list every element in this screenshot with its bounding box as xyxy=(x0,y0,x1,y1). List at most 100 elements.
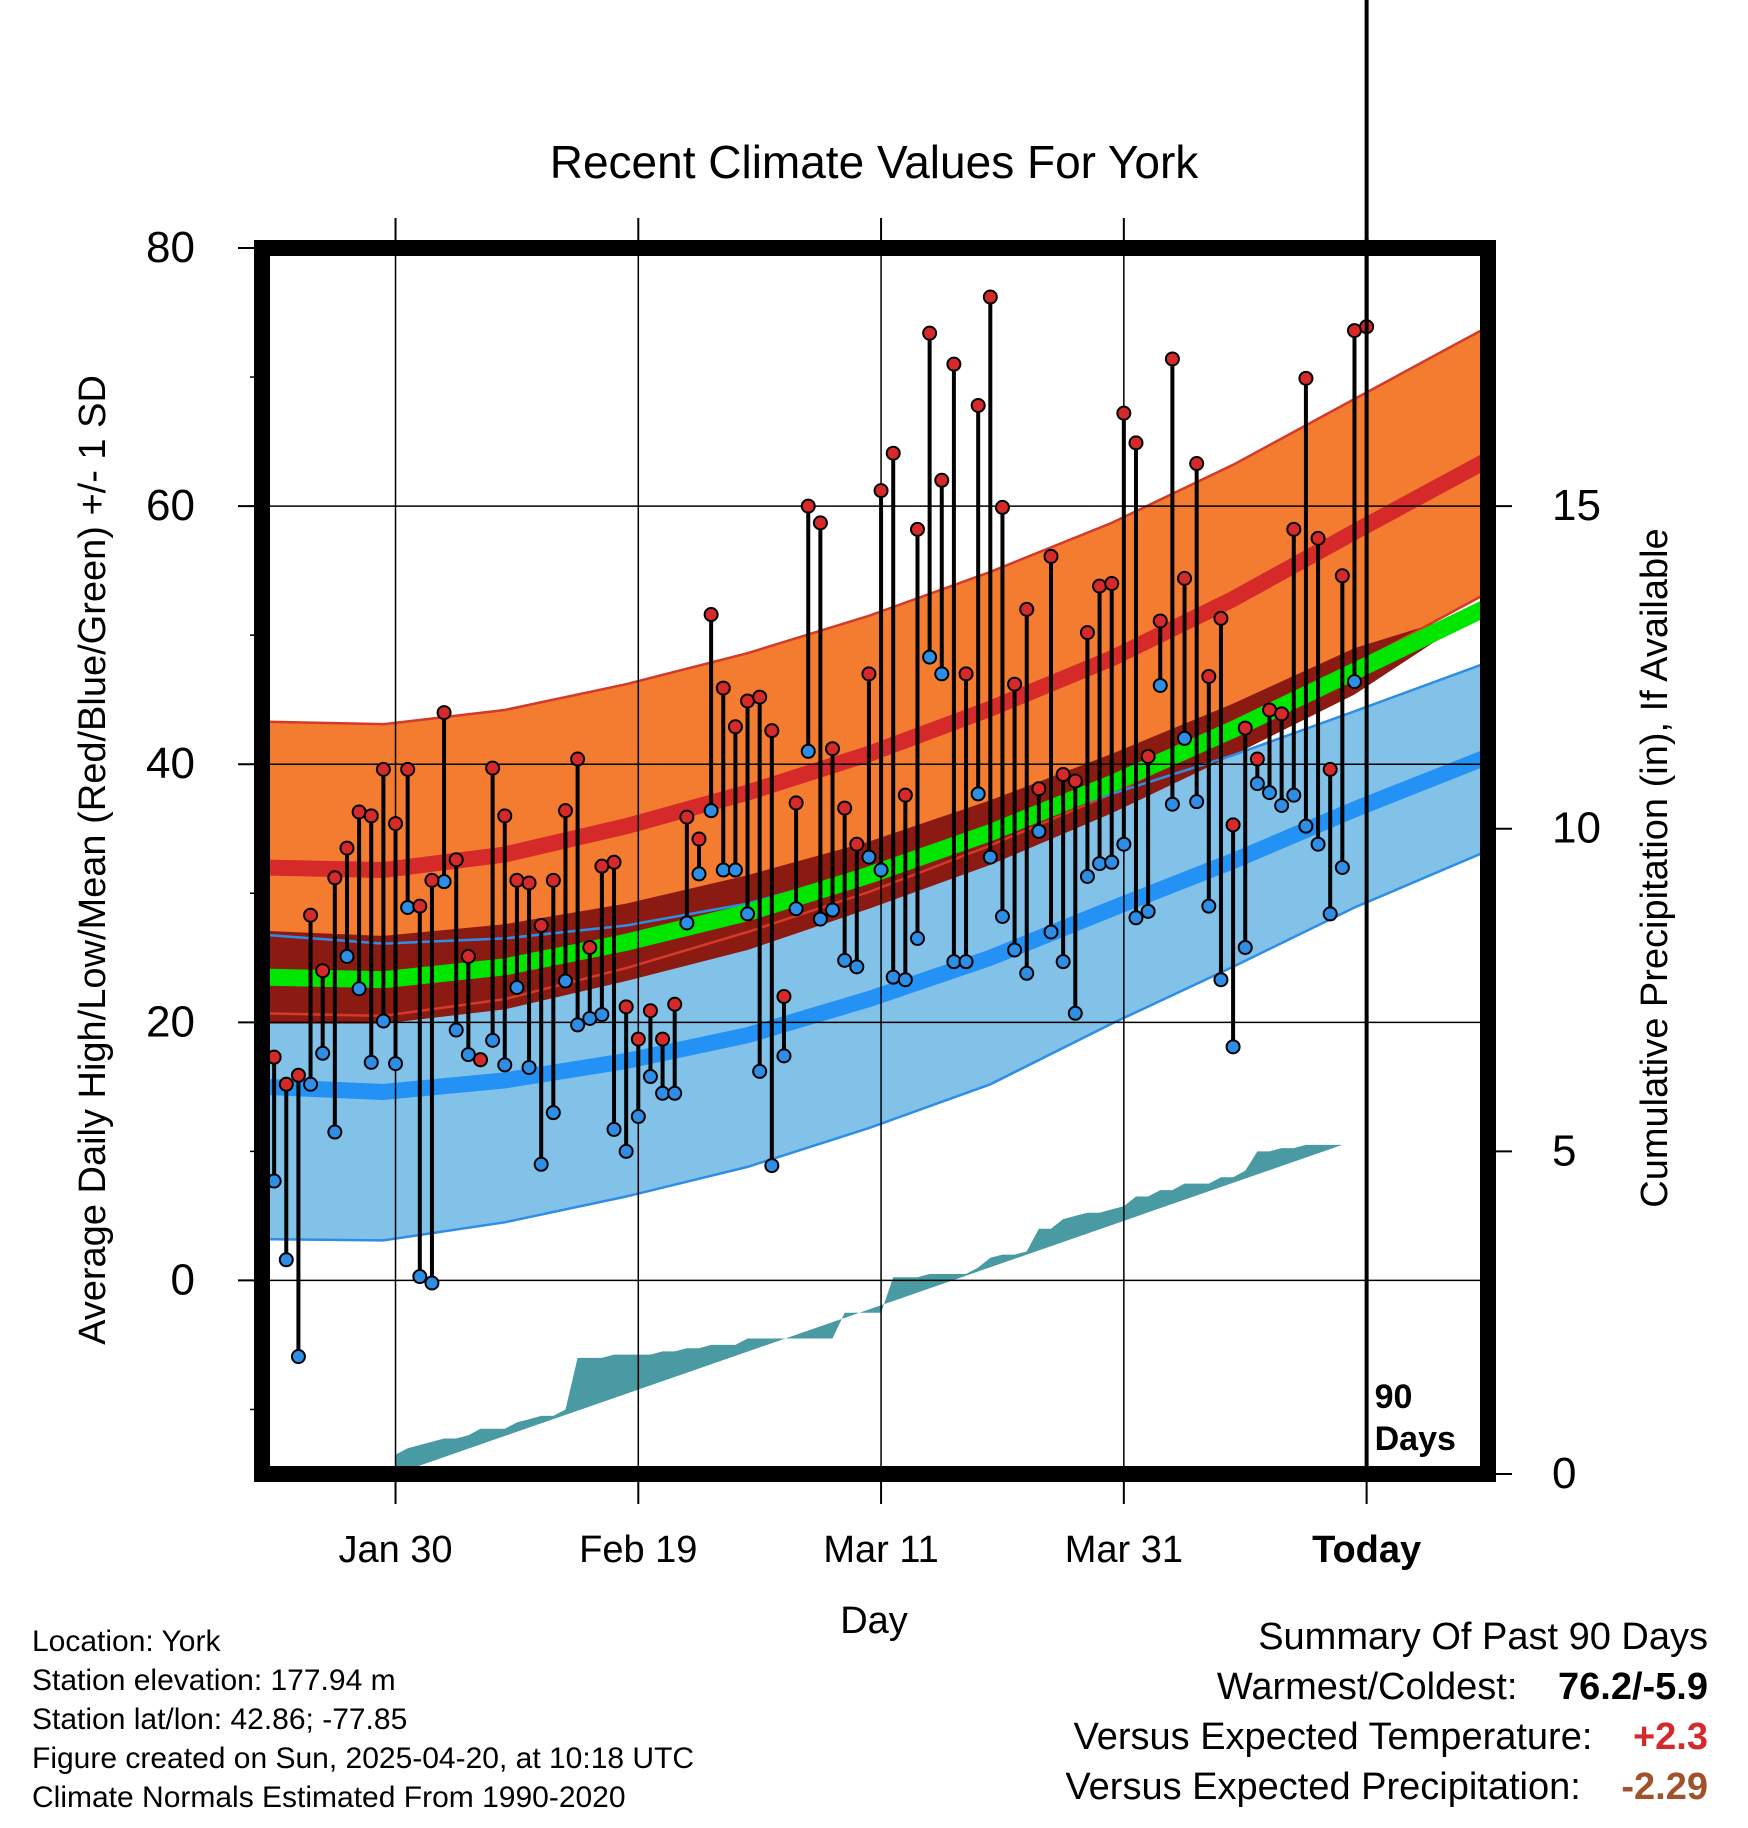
daily-low-point xyxy=(1310,836,1326,852)
daily-high-point xyxy=(497,808,513,824)
daily-low-point xyxy=(570,1017,586,1033)
daily-high-point xyxy=(1249,751,1265,767)
daily-low-point xyxy=(1189,794,1205,810)
daily-high-point xyxy=(1237,720,1253,736)
daily-low-point xyxy=(922,649,938,665)
daily-high-point xyxy=(897,787,913,803)
daily-low-point xyxy=(1116,836,1132,852)
daily-low-point xyxy=(618,1143,634,1159)
daily-high-point xyxy=(351,804,367,820)
daily-high-point xyxy=(400,761,416,777)
daily-high-point xyxy=(1213,610,1229,626)
daily-high-point xyxy=(1067,773,1083,789)
daily-high-point xyxy=(509,872,525,888)
precip-value: -2.29 xyxy=(1621,1766,1708,1808)
daily-low-point xyxy=(1019,965,1035,981)
daily-low-point xyxy=(1286,787,1302,803)
x-tick-label: Mar 31 xyxy=(1065,1529,1183,1571)
daily-high-point xyxy=(727,719,743,735)
mean-sd-band xyxy=(262,606,1488,1024)
daily-high-point xyxy=(1322,761,1338,777)
daily-high-point xyxy=(740,693,756,709)
summary-warmest-row: Warmest/Coldest: 76.2/-5.9 xyxy=(1065,1662,1708,1712)
today-days-label-line2: Days xyxy=(1375,1420,1456,1458)
daily-low-point xyxy=(1079,868,1095,884)
x-tick-label: Today xyxy=(1312,1529,1421,1571)
daily-low-point xyxy=(982,849,998,865)
y-tick-label: 0 xyxy=(171,1255,195,1304)
daily-high-point xyxy=(315,963,331,979)
daily-high-point xyxy=(303,907,319,923)
y-tick-label: 80 xyxy=(146,223,195,272)
daily-high-point xyxy=(667,996,683,1012)
x-axis-label: Day xyxy=(840,1600,908,1642)
daily-high-point xyxy=(1225,817,1241,833)
daily-high-point xyxy=(485,760,501,776)
y2-tick-label: 5 xyxy=(1552,1126,1576,1175)
daily-high-point xyxy=(1019,601,1035,617)
daily-high-point xyxy=(521,875,537,891)
daily-low-point xyxy=(970,786,986,802)
daily-high-point xyxy=(1031,781,1047,797)
daily-high-point xyxy=(946,356,962,372)
daily-high-point xyxy=(922,325,938,341)
daily-low-point xyxy=(363,1054,379,1070)
daily-low-point xyxy=(630,1109,646,1125)
daily-high-point xyxy=(776,989,792,1005)
daily-low-point xyxy=(727,862,743,878)
daily-low-point xyxy=(1274,798,1290,814)
daily-high-point xyxy=(885,445,901,461)
daily-low-point xyxy=(1140,903,1156,919)
precip-label: Versus Expected Precipitation: xyxy=(1065,1766,1581,1808)
daily-low-point xyxy=(994,908,1010,924)
daily-high-point xyxy=(545,872,561,888)
created-text: Figure created on Sun, 2025-04-20, at 10… xyxy=(32,1742,695,1775)
daily-low-point xyxy=(436,874,452,890)
daily-low-point xyxy=(278,1252,294,1268)
daily-high-point xyxy=(861,666,877,682)
daily-low-point xyxy=(594,1007,610,1023)
daily-low-point xyxy=(946,954,962,970)
daily-low-point xyxy=(1249,776,1265,792)
daily-high-point xyxy=(1189,456,1205,472)
daily-high-point xyxy=(582,939,598,955)
daily-high-point xyxy=(1152,613,1168,629)
daily-high-point xyxy=(278,1076,294,1092)
daily-low-point xyxy=(290,1349,306,1365)
daily-low-point xyxy=(897,972,913,988)
summary-precip-row: Versus Expected Precipitation: -2.29 xyxy=(1065,1762,1708,1812)
daily-low-point xyxy=(315,1045,331,1061)
daily-low-point xyxy=(1225,1039,1241,1055)
daily-low-point xyxy=(1201,898,1217,914)
temp-value: +2.3 xyxy=(1632,1716,1708,1758)
daily-high-point xyxy=(594,858,610,874)
daily-low-point xyxy=(1262,785,1278,801)
daily-low-point xyxy=(351,981,367,997)
daily-low-point xyxy=(655,1085,671,1101)
daily-high-point xyxy=(327,870,343,886)
daily-low-point xyxy=(533,1156,549,1172)
daily-high-point xyxy=(1274,706,1290,722)
daily-low-point xyxy=(837,952,853,968)
daily-low-point xyxy=(679,915,695,931)
daily-low-point xyxy=(715,862,731,878)
daily-low-point xyxy=(1007,942,1023,958)
daily-low-point xyxy=(1067,1005,1083,1021)
temp-label: Versus Expected Temperature: xyxy=(1073,1716,1593,1758)
daily-high-point xyxy=(934,472,950,488)
daily-high-point xyxy=(570,751,586,767)
daily-high-point xyxy=(1116,405,1132,421)
daily-low-point xyxy=(485,1032,501,1048)
x-tick-label: Mar 11 xyxy=(823,1529,938,1571)
daily-low-point xyxy=(1104,854,1120,870)
daily-low-point xyxy=(582,1010,598,1026)
daily-high-point xyxy=(679,809,695,825)
daily-high-point xyxy=(1201,668,1217,684)
daily-low-point xyxy=(509,979,525,995)
daily-high-point xyxy=(436,705,452,721)
daily-high-point xyxy=(1310,530,1326,546)
daily-low-point xyxy=(375,1013,391,1029)
daily-low-point xyxy=(606,1121,622,1137)
daily-high-point xyxy=(412,898,428,914)
y-tick-label: 40 xyxy=(146,739,195,788)
